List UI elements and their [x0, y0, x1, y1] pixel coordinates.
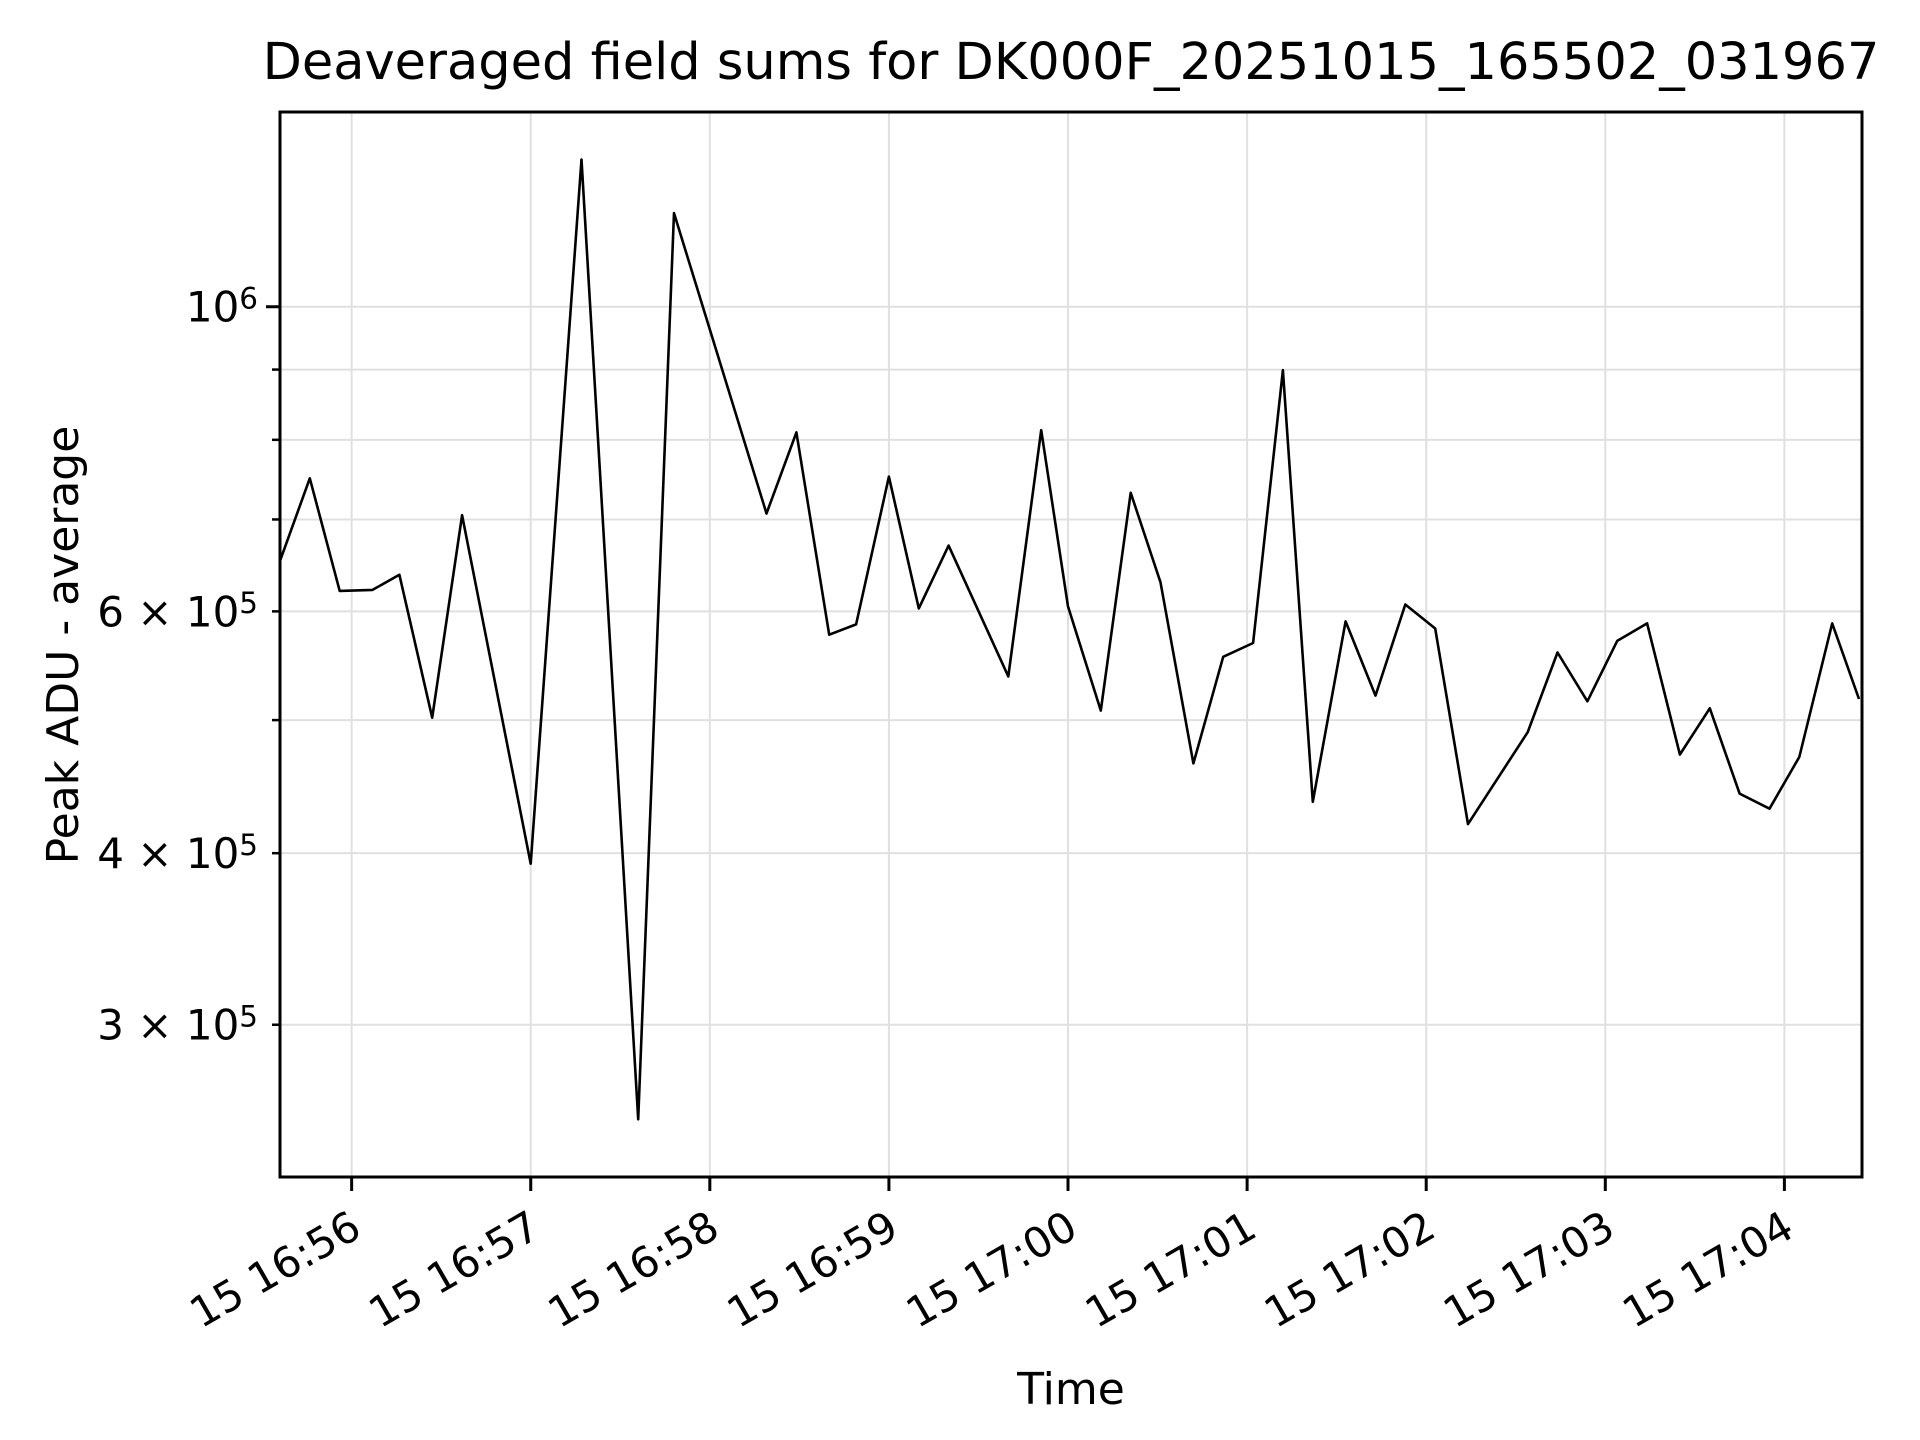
x-tick-label: 15 16:59: [719, 1201, 906, 1337]
x-tick-label: 15 17:04: [1614, 1201, 1801, 1337]
y-axis-label: Peak ADU - average: [38, 426, 89, 865]
x-tick-label: 15 16:56: [181, 1201, 368, 1337]
x-tick-label: 15 16:58: [540, 1201, 727, 1337]
y-tick-label: 106: [186, 282, 258, 332]
x-tick-label: 15 17:02: [1256, 1201, 1443, 1337]
x-tick-label: 15 17:01: [1077, 1201, 1264, 1337]
data-layer: [278, 158, 1861, 1121]
y-tick-label: 4 × 105: [97, 828, 258, 878]
plot-border: [278, 110, 1864, 1179]
chart-title: Deaveraged field sums for DK000F_2025101…: [263, 33, 1880, 92]
y-tick-label: 6 × 105: [97, 586, 258, 636]
grid-layer: [280, 112, 1862, 1177]
y-tick-label: 3 × 105: [97, 1000, 258, 1050]
x-tick-label: 15 17:03: [1435, 1201, 1622, 1337]
x-axis-label: Time: [1016, 1364, 1125, 1415]
x-tick-label: 15 16:57: [361, 1201, 548, 1337]
data-series-line: [278, 158, 1861, 1121]
x-tick-label: 15 17:00: [898, 1201, 1085, 1337]
